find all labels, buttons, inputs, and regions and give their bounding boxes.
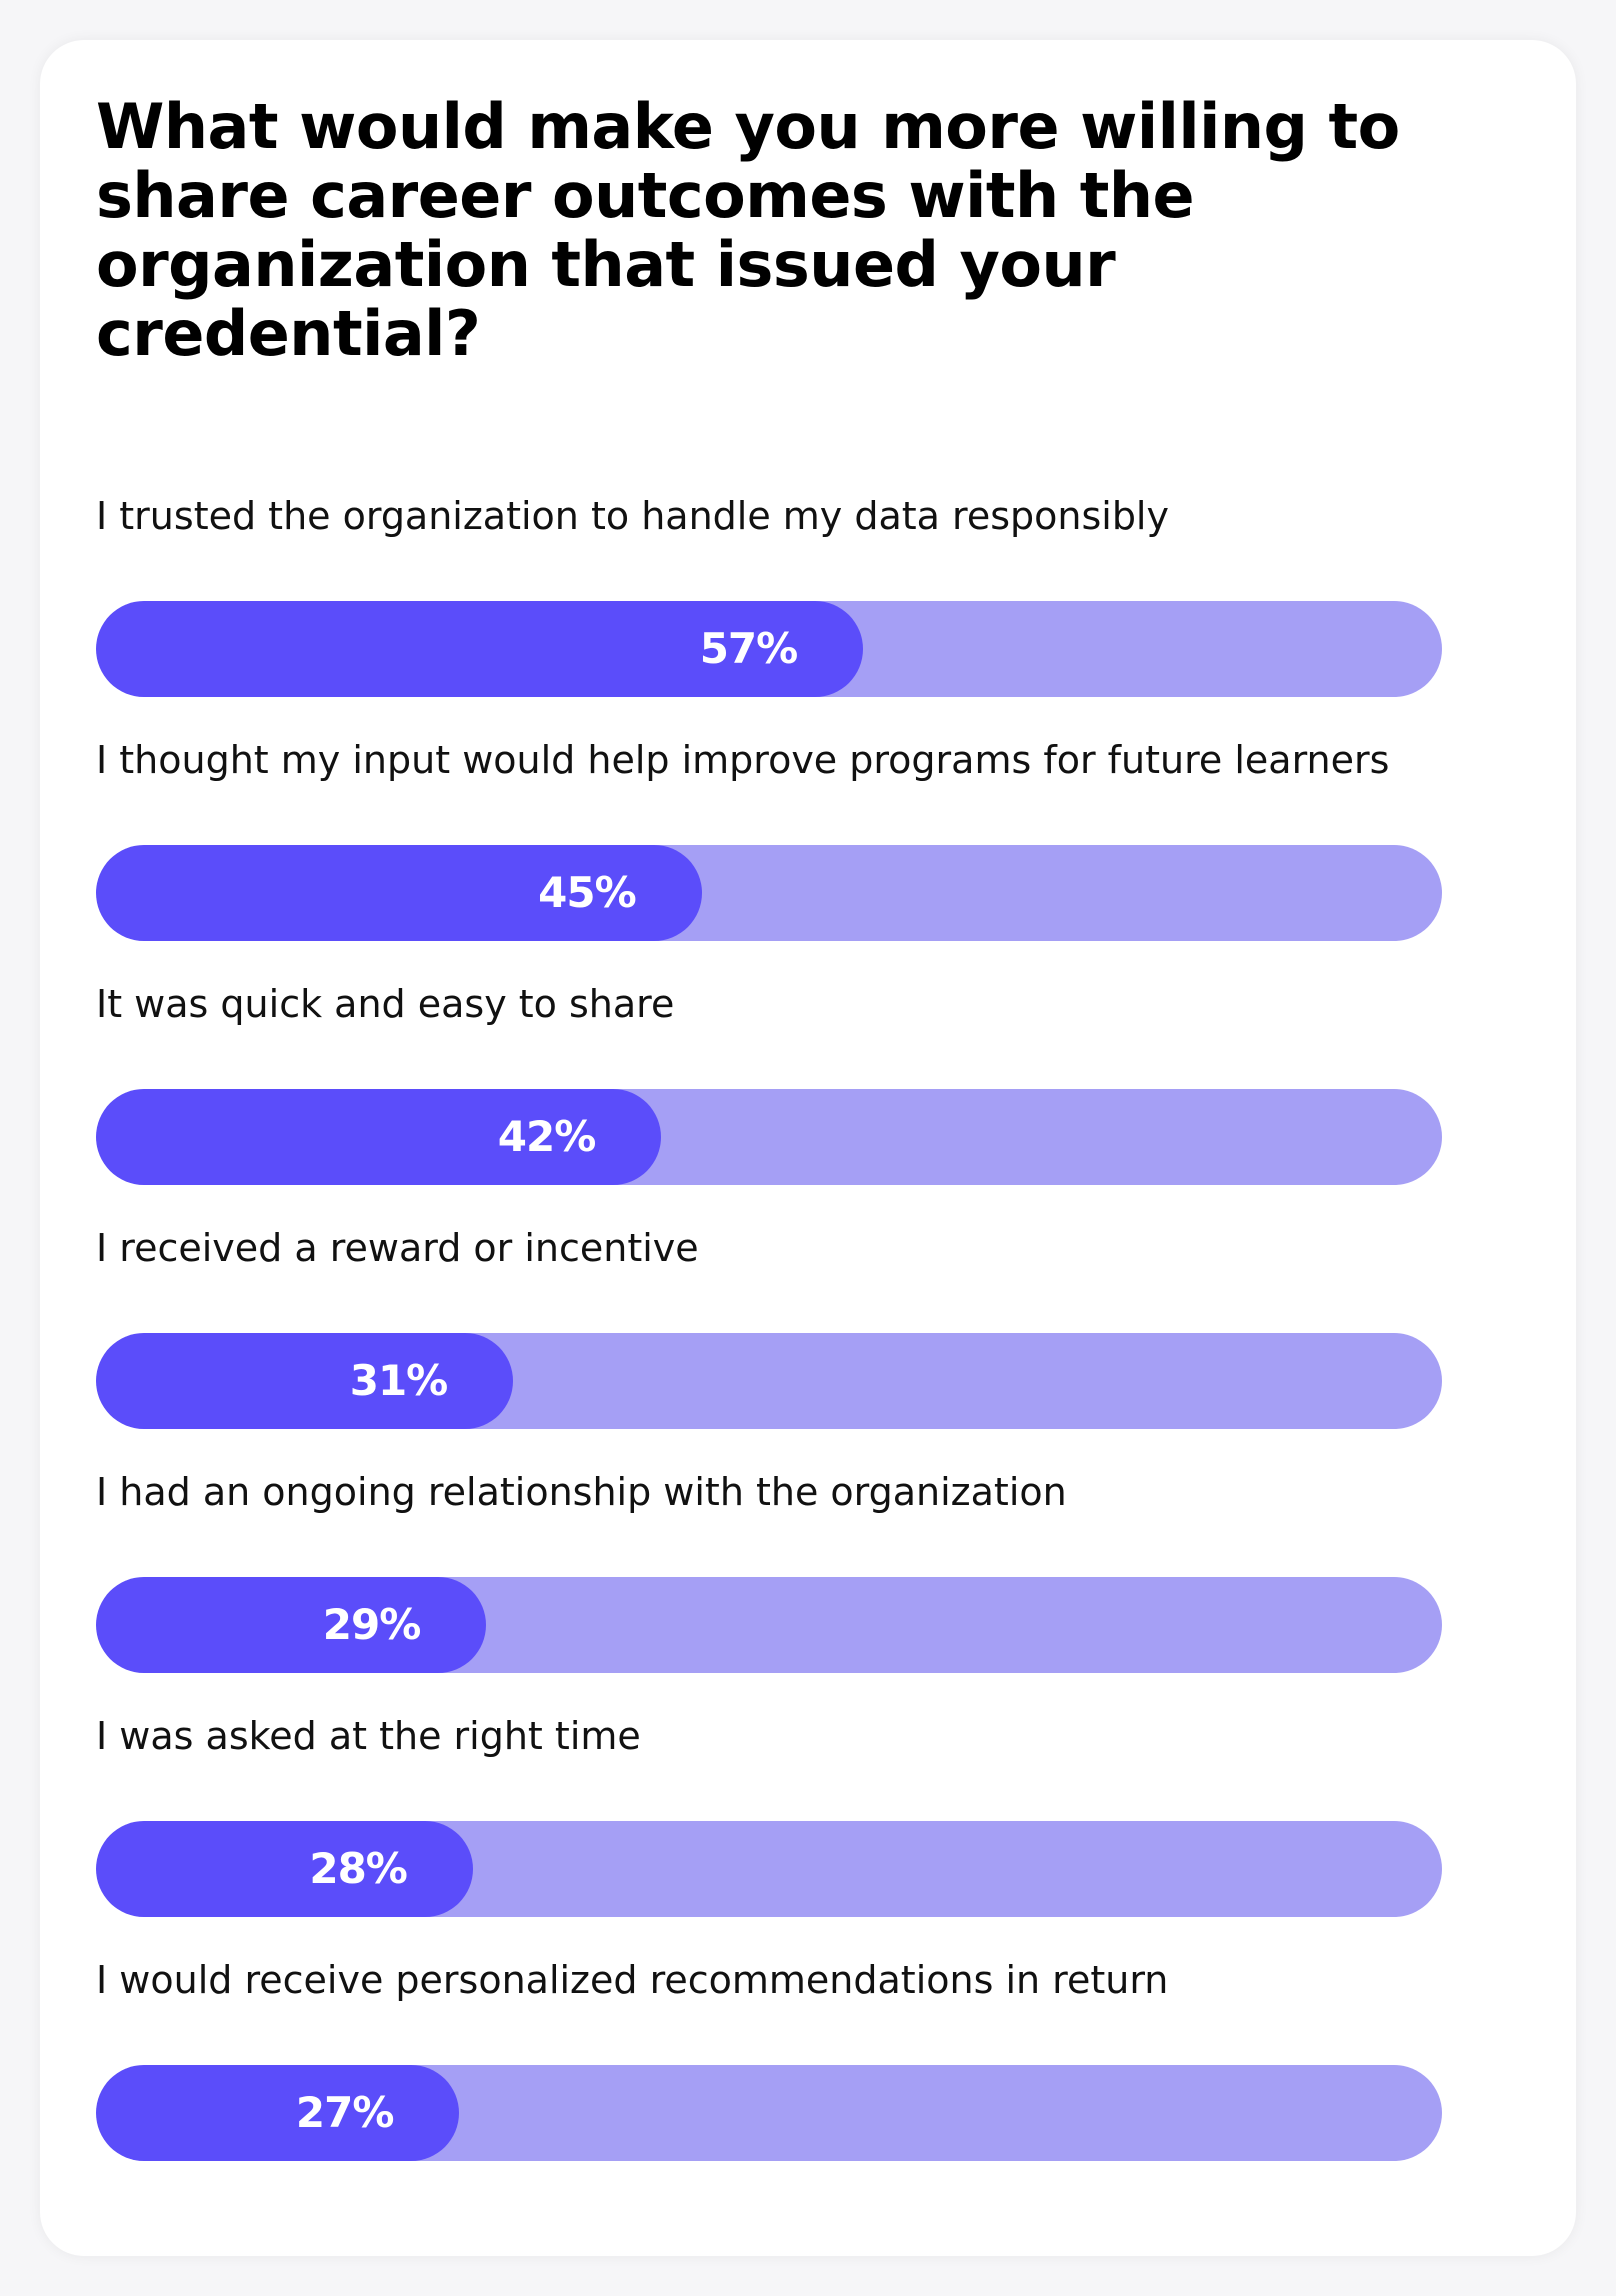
bar-item: I received a reward or incentive 31% <box>96 1202 1442 1446</box>
bar-track: 42% <box>96 1089 1442 1185</box>
bar-fill: 45% <box>96 845 702 941</box>
category-label: I had an ongoing relationship with the o… <box>96 1470 1067 1514</box>
bar-item: I would receive personalized recommendat… <box>96 1934 1442 2178</box>
value-label: 28% <box>309 1844 408 1893</box>
chart-title: What would make you more willing to shar… <box>96 90 1400 370</box>
category-label: I was asked at the right time <box>96 1714 641 1758</box>
value-label: 29% <box>322 1600 422 1649</box>
bar-item: I was asked at the right time 28% <box>96 1690 1442 1934</box>
bar-fill: 57% <box>96 601 864 697</box>
bar-item: I trusted the organization to handle my … <box>96 470 1442 714</box>
bar-chart: I trusted the organization to handle my … <box>96 470 1442 2178</box>
category-label: I trusted the organization to handle my … <box>96 494 1169 538</box>
category-label: I received a reward or incentive <box>96 1226 699 1270</box>
bar-item: I had an ongoing relationship with the o… <box>96 1446 1442 1690</box>
bar-item: I thought my input would help improve pr… <box>96 714 1442 958</box>
value-label: 57% <box>699 624 799 673</box>
bar-track: 31% <box>96 1333 1442 1429</box>
bar-fill: 29% <box>96 1577 487 1673</box>
bar-track: 29% <box>96 1577 1442 1673</box>
bar-track: 28% <box>96 1821 1442 1917</box>
bar-track: 57% <box>96 601 1442 697</box>
value-label: 27% <box>295 2088 395 2137</box>
bar-fill: 42% <box>96 1089 662 1185</box>
category-label: I would receive personalized recommendat… <box>96 1958 1169 2002</box>
bar-fill: 27% <box>96 2065 460 2161</box>
value-label: 45% <box>538 868 637 917</box>
bar-track: 45% <box>96 845 1442 941</box>
bar-fill: 28% <box>96 1821 473 1917</box>
bar-fill: 31% <box>96 1333 514 1429</box>
value-label: 42% <box>497 1112 597 1161</box>
bar-track: 27% <box>96 2065 1442 2161</box>
category-label: It was quick and easy to share <box>96 982 675 1026</box>
bar-item: It was quick and easy to share 42% <box>96 958 1442 1202</box>
category-label: I thought my input would help improve pr… <box>96 738 1390 782</box>
value-label: 31% <box>349 1356 449 1405</box>
